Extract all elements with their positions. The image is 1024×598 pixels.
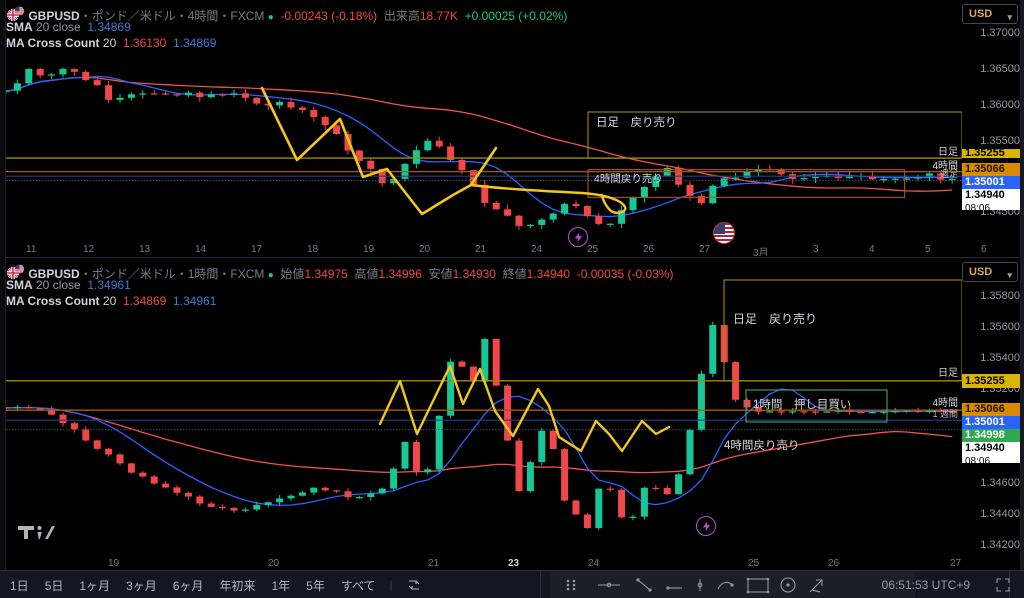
svg-text:日足 戻り売り: 日足 戻り売り [596,116,677,129]
svg-text:週足: 週足 [940,169,958,179]
svg-text:4時間戻り売り: 4時間戻り売り [724,439,799,452]
svg-text:1時間 押し目買い: 1時間 押し目買い [753,397,851,411]
svg-text:4時間: 4時間 [932,397,958,409]
svg-text:日足 戻り売り: 日足 戻り売り [733,311,817,326]
svg-text:日足: 日足 [938,367,958,379]
svg-text:4時間戻り売り: 4時間戻り売り [594,172,663,185]
svg-text:1 週間: 1 週間 [932,409,958,419]
svg-text:日足: 日足 [938,146,958,158]
